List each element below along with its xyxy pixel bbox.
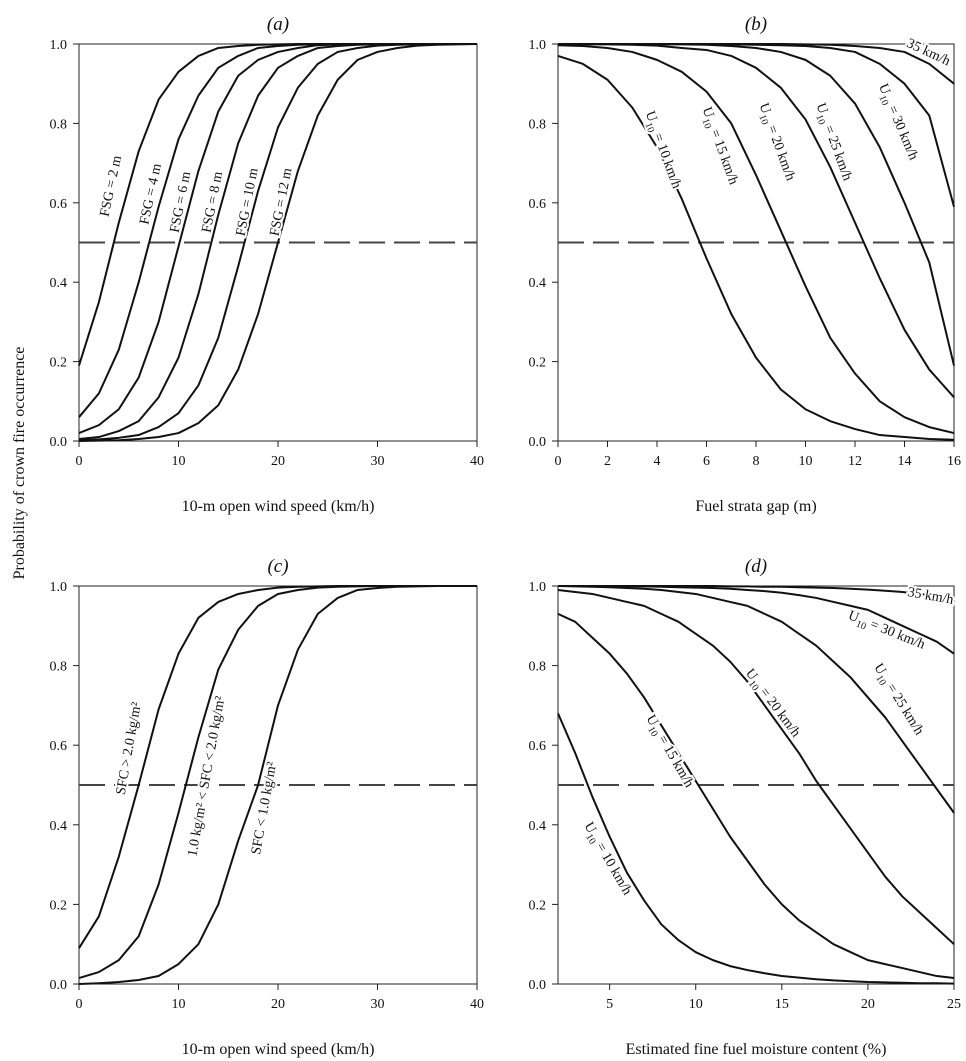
x-tick-label: 40 (470, 997, 484, 1012)
series-label-2: U10 = 15 km/h (640, 712, 696, 791)
panel-title: (b) (745, 14, 767, 35)
panel-d: (d) 5 10 15 20 25 0.0 0.2 0.4 0.6 0.8 1.0 Estimated … (529, 556, 962, 1058)
y-tick-label: 0.0 (50, 978, 68, 993)
x-tick-label: 15 (775, 997, 789, 1012)
y-tick-label: 0.2 (50, 898, 68, 913)
y-tick-label: 0.8 (50, 117, 68, 132)
series-label-5: FSG = 10 m (234, 167, 262, 238)
series-label-3: U10 = 20 km/h (740, 666, 803, 742)
series-line-4 (557, 585, 955, 814)
x-axis-title: Estimated fine fuel moisture content (%) (626, 1041, 887, 1058)
x-tick-label: 20 (861, 997, 875, 1012)
series-label-4: U10 = 25 km/h (868, 661, 926, 739)
series-label-1: FSG = 2 m (98, 154, 126, 218)
y-tick-label: 0.0 (50, 435, 68, 450)
panel-b: (b) 0 2 4 6 8 10 12 14 16 0.0 0.2 0.4 0.6 0.8 1.0 Fuel s… (529, 14, 962, 515)
y-tick-label: 0.2 (50, 356, 68, 371)
y-tick-label: 1.0 (529, 38, 547, 53)
y-tick-label: 0.4 (50, 819, 68, 834)
y-tick-label: 0.4 (50, 276, 68, 291)
series-line-6 (78, 43, 478, 442)
panels-group: (a)0 10 20 30 400.00.20.40.60.81.010-m open … (50, 14, 962, 1058)
x-tick-label: 10 (689, 997, 703, 1012)
x-tick-label: 25 (947, 997, 961, 1012)
x-tick-label: 5 (606, 997, 613, 1012)
x-tick-label: 10 (172, 997, 186, 1012)
y-tick-label: 0.0 (529, 978, 547, 993)
y-tick-label: 0.2 (529, 898, 547, 913)
x-tick-label: 0 (76, 997, 83, 1012)
series-label-1: U10 = 10 km/h (639, 109, 684, 192)
series-label-2: 1.0 kg/m² < SFC < 2.0 kg/m² (185, 695, 228, 858)
x-tick-label: 20 (271, 454, 285, 469)
y-axis-title: Probability of crown fire occurrence (11, 347, 28, 580)
y-tick-label: 0.8 (529, 660, 547, 675)
x-tick-label: 30 (371, 454, 385, 469)
x-tick-label: 8 (753, 454, 760, 469)
x-axis-title: 10-m open wind speed (km/h) (182, 1041, 375, 1058)
series-label-3: U10 = 20 km/h (753, 101, 798, 184)
series-line-2 (557, 612, 955, 980)
series-label-3: SFC < 1.0 kg/m² (249, 761, 280, 856)
x-tick-label: 10 (799, 454, 813, 469)
x-axis-title: Fuel strata gap (m) (695, 498, 816, 515)
x-axis-title: 10-m open wind speed (km/h) (182, 498, 375, 515)
panel-title: (d) (745, 556, 767, 577)
y-tick-label: 0.4 (529, 819, 547, 834)
y-tick-label: 1.0 (50, 580, 68, 595)
x-tick-label: 0 (76, 454, 83, 469)
series-line-6 (558, 585, 955, 599)
series-line-1 (557, 712, 955, 985)
y-tick-label: 0.0 (529, 435, 547, 450)
x-tick-label: 12 (848, 454, 862, 469)
series-label-6: 35 km/h (906, 585, 954, 608)
y-tick-label: 0.6 (529, 739, 547, 754)
x-tick-label: 40 (470, 454, 484, 469)
x-tick-label: 14 (898, 454, 912, 469)
y-tick-label: 0.6 (50, 197, 68, 212)
y-tick-label: 0.2 (529, 356, 547, 371)
panel-a: (a) 0 10 20 30 40 0.0 0.2 0.4 0.6 0.8 1.0 10-m open … (50, 14, 485, 515)
series-line-5 (558, 585, 955, 655)
y-tick-label: 0.8 (529, 117, 547, 132)
y-tick-label: 0.6 (50, 739, 68, 754)
series-label-6: FSG = 12 m (268, 167, 296, 238)
x-tick-label: 6 (703, 454, 710, 469)
x-tick-label: 20 (271, 997, 285, 1012)
y-tick-label: 1.0 (529, 580, 547, 595)
y-tick-label: 0.6 (529, 197, 547, 212)
series-line-5 (78, 43, 477, 442)
y-tick-label: 1.0 (50, 38, 68, 53)
series-line-3 (557, 43, 955, 398)
panel-c: (c) 0 10 20 30 40 0.0 0.2 0.4 0.6 0.8 1.0 10-m open … (50, 556, 485, 1058)
x-tick-label: 2 (604, 454, 611, 469)
y-tick-label: 0.4 (529, 276, 547, 291)
x-tick-label: 0 (555, 454, 562, 469)
panel-title: (a) (267, 14, 289, 35)
panel-title: (c) (267, 556, 288, 577)
series-label-2: FSG = 4 m (137, 162, 165, 226)
series-line-3 (78, 585, 477, 985)
series-line-3 (78, 43, 477, 434)
x-tick-label: 30 (371, 997, 385, 1012)
x-tick-label: 4 (654, 454, 661, 469)
series-label-1: U10 = 10 km/h (578, 820, 634, 899)
series-label-2: U10 = 15 km/h (696, 105, 741, 188)
x-tick-label: 16 (947, 454, 961, 469)
series-line-2 (557, 44, 955, 435)
x-tick-label: 10 (172, 454, 186, 469)
series-line-3 (557, 588, 955, 945)
series-line-1 (557, 54, 955, 441)
series-line-6 (558, 43, 955, 85)
y-tick-label: 0.8 (50, 660, 68, 675)
